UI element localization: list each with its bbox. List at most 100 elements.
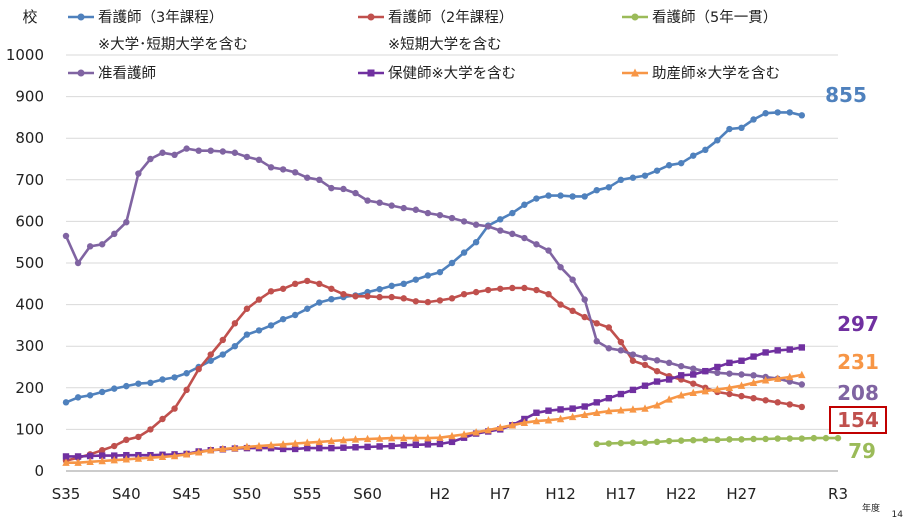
data-point bbox=[629, 386, 637, 394]
data-point bbox=[376, 286, 383, 293]
x-tick-label: S60 bbox=[353, 485, 382, 503]
data-point bbox=[774, 109, 781, 116]
data-point bbox=[533, 241, 540, 248]
data-point bbox=[702, 436, 709, 443]
data-point bbox=[98, 456, 106, 465]
data-point bbox=[147, 426, 154, 433]
data-point bbox=[147, 155, 154, 163]
data-point bbox=[738, 357, 745, 364]
data-point bbox=[750, 395, 757, 402]
data-point bbox=[279, 440, 287, 448]
end-label: 154 bbox=[837, 408, 879, 432]
data-point bbox=[726, 359, 733, 367]
data-point bbox=[557, 301, 564, 308]
data-point bbox=[714, 369, 721, 377]
data-point bbox=[135, 433, 142, 441]
data-point bbox=[448, 431, 456, 440]
data-point bbox=[267, 322, 275, 329]
data-point bbox=[521, 201, 528, 208]
data-point bbox=[749, 378, 758, 387]
y-tick-label: 800 bbox=[15, 129, 44, 147]
data-point bbox=[774, 435, 781, 442]
data-point bbox=[159, 376, 166, 383]
data-point bbox=[304, 277, 311, 285]
data-point bbox=[460, 218, 468, 225]
x-tick-label: H22 bbox=[666, 485, 696, 503]
data-point bbox=[641, 404, 649, 412]
data-point bbox=[328, 184, 335, 192]
data-point bbox=[183, 370, 190, 377]
data-point bbox=[111, 452, 118, 459]
data-point bbox=[316, 280, 323, 287]
data-point bbox=[388, 202, 395, 209]
data-point bbox=[183, 145, 190, 152]
data-point bbox=[738, 371, 745, 378]
series-2 bbox=[593, 434, 842, 448]
data-point bbox=[521, 284, 528, 292]
data-point bbox=[74, 394, 82, 401]
end-label: 855 bbox=[825, 83, 867, 107]
data-point bbox=[484, 426, 492, 434]
data-point bbox=[195, 365, 202, 373]
legend-swatch-marker bbox=[367, 69, 375, 77]
data-point bbox=[677, 391, 685, 399]
data-point bbox=[569, 307, 576, 315]
data-point bbox=[424, 433, 432, 442]
data-point bbox=[98, 452, 106, 459]
data-point bbox=[737, 381, 746, 389]
data-point bbox=[255, 327, 263, 334]
end-label: 297 bbox=[837, 312, 879, 336]
data-point bbox=[267, 164, 275, 171]
legend-swatch-marker bbox=[77, 69, 85, 77]
data-point bbox=[605, 345, 613, 352]
data-point bbox=[460, 249, 468, 256]
data-point bbox=[400, 295, 407, 302]
data-point bbox=[726, 390, 733, 398]
data-point bbox=[412, 433, 420, 442]
data-point bbox=[86, 392, 94, 399]
data-point bbox=[400, 442, 407, 449]
data-point bbox=[629, 357, 637, 364]
data-point bbox=[677, 362, 685, 370]
data-point bbox=[798, 370, 806, 379]
data-point bbox=[690, 437, 697, 444]
data-point bbox=[328, 444, 335, 452]
data-point bbox=[207, 446, 215, 454]
data-point bbox=[352, 444, 359, 451]
data-point bbox=[617, 338, 625, 346]
data-point bbox=[134, 454, 143, 462]
data-point bbox=[291, 169, 299, 176]
data-point bbox=[62, 453, 70, 460]
data-point bbox=[231, 320, 239, 327]
data-point bbox=[593, 338, 600, 345]
data-point bbox=[267, 288, 275, 295]
data-point bbox=[74, 259, 82, 267]
x-tick-label: H2 bbox=[430, 485, 451, 503]
data-point bbox=[340, 444, 347, 451]
data-point bbox=[436, 211, 444, 219]
data-point bbox=[665, 162, 673, 169]
data-point bbox=[556, 414, 565, 423]
data-point bbox=[714, 137, 721, 144]
data-point bbox=[424, 298, 432, 306]
data-point bbox=[279, 166, 287, 173]
legend-label: 看護師（3年課程） bbox=[98, 9, 223, 26]
data-point bbox=[605, 406, 613, 415]
data-point bbox=[460, 291, 468, 298]
data-point bbox=[653, 401, 661, 409]
data-point bbox=[352, 189, 359, 197]
data-point bbox=[750, 353, 757, 360]
data-point bbox=[219, 351, 227, 358]
data-point bbox=[364, 293, 371, 300]
data-point bbox=[62, 399, 70, 406]
data-point bbox=[388, 293, 395, 301]
x-tick-label: S50 bbox=[233, 485, 262, 503]
legend-label: 看護師（2年課程） bbox=[388, 9, 513, 26]
data-point bbox=[304, 444, 311, 452]
data-point bbox=[400, 204, 407, 212]
data-point bbox=[376, 199, 383, 206]
data-point bbox=[545, 291, 552, 298]
data-point bbox=[158, 452, 167, 461]
data-point bbox=[798, 403, 806, 411]
data-point bbox=[714, 436, 721, 443]
